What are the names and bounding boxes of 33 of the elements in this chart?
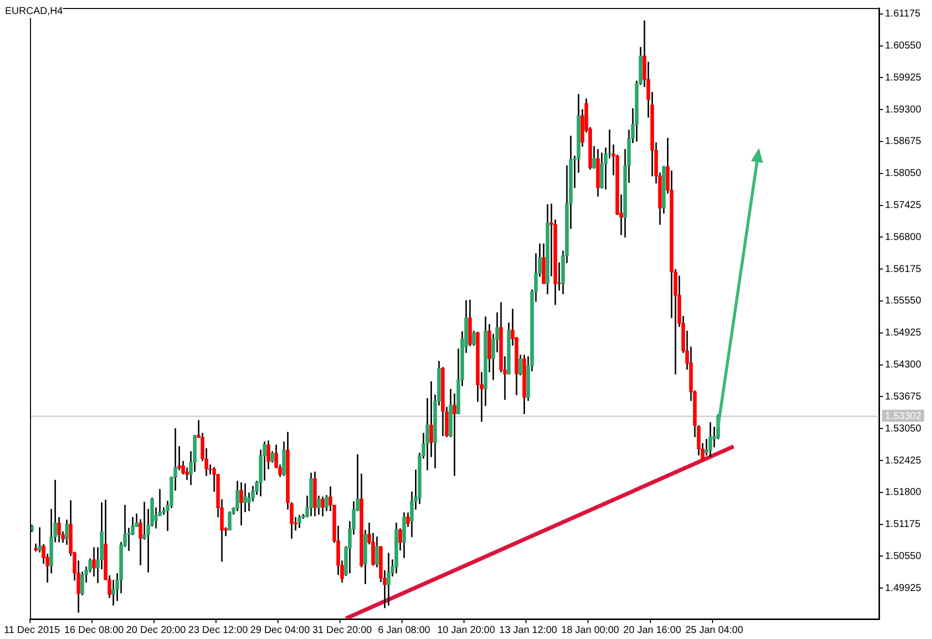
x-tick-label: 29 Dec 04:00 xyxy=(250,624,310,636)
y-tick-label: 1.56800 xyxy=(885,232,922,243)
x-tick-label: 13 Jan 12:00 xyxy=(499,624,558,636)
x-tick-label: 16 Dec 08:00 xyxy=(64,624,124,636)
y-tick-label: 1.54300 xyxy=(885,360,922,371)
ref-line-label: 1.53302 xyxy=(885,410,922,422)
x-tick-label: 18 Jan 00:00 xyxy=(561,624,620,636)
x-tick-label: 31 Dec 20:00 xyxy=(312,624,372,636)
x-tick-label: 25 Jan 04:00 xyxy=(685,624,744,636)
y-tick-label: 1.52425 xyxy=(885,455,922,466)
y-tick-label: 1.59300 xyxy=(885,104,922,116)
y-tick-label: 1.59925 xyxy=(885,72,922,84)
y-tick-label: 1.58050 xyxy=(885,168,922,180)
y-tick-label: 1.51175 xyxy=(885,519,921,530)
y-tick-label: 1.50550 xyxy=(885,550,922,562)
y-tick-label: 1.56175 xyxy=(885,264,922,275)
y-tick-label: 1.60550 xyxy=(885,40,922,52)
x-tick-label: 20 Dec 20:00 xyxy=(126,624,186,636)
y-tick-label: 1.61175 xyxy=(885,8,921,20)
x-tick-label: 20 Jan 16:00 xyxy=(623,624,682,636)
y-tick-label: 1.53675 xyxy=(885,391,922,402)
x-tick-label: 10 Jan 20:00 xyxy=(437,624,496,636)
y-tick-label: 1.58675 xyxy=(885,136,922,148)
y-tick-label: 1.51800 xyxy=(885,487,922,498)
chart-title: EURCAD,H4 xyxy=(5,6,63,18)
x-tick-label: 11 Dec 2015 xyxy=(4,624,60,636)
y-tick-label: 1.57425 xyxy=(885,200,922,212)
y-tick-label: 1.55550 xyxy=(885,296,922,307)
x-tick-label: 23 Dec 12:00 xyxy=(188,624,248,636)
y-tick-label: 1.53050 xyxy=(885,423,922,434)
x-tick-label: 6 Jan 08:00 xyxy=(378,624,431,636)
y-tick-label: 1.49925 xyxy=(885,582,922,594)
y-tick-label: 1.54925 xyxy=(885,328,922,339)
